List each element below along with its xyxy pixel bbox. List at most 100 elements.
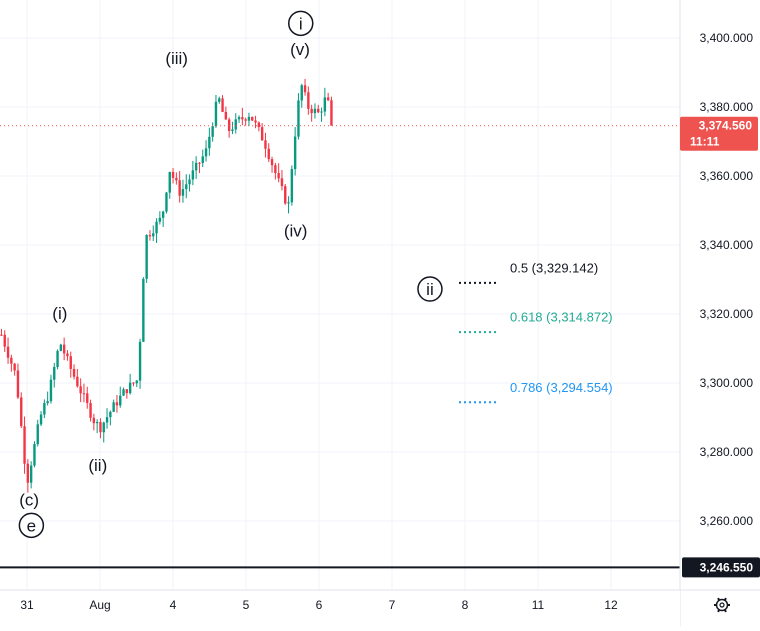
candle-body[interactable] (95, 422, 99, 424)
candle-body[interactable] (198, 162, 201, 164)
wave-label[interactable]: (ii) (88, 456, 107, 475)
candle-body[interactable] (125, 389, 129, 394)
candle-body[interactable] (158, 217, 162, 222)
candle-body[interactable] (92, 417, 96, 424)
candle-body[interactable] (214, 101, 218, 127)
candle-body[interactable] (208, 136, 211, 149)
candle-body[interactable] (142, 278, 145, 342)
price-axis-panel[interactable] (680, 0, 760, 626)
candle-body[interactable] (112, 402, 115, 412)
candle-body[interactable] (293, 136, 297, 170)
candle-body[interactable] (99, 422, 102, 433)
candle-body[interactable] (165, 192, 168, 212)
candle-body[interactable] (152, 233, 155, 237)
candle-body[interactable] (178, 180, 181, 196)
candle-body[interactable] (109, 411, 112, 418)
candle-body[interactable] (244, 119, 247, 121)
candle-body[interactable] (191, 170, 195, 180)
current-price-tag[interactable] (680, 116, 758, 151)
candle-body[interactable] (79, 386, 82, 394)
wave-label[interactable]: (c) (19, 490, 39, 509)
candle-body[interactable] (287, 202, 290, 204)
candle-body[interactable] (66, 353, 69, 357)
candle-body[interactable] (89, 403, 92, 418)
candle-body[interactable] (39, 414, 43, 425)
candle-body[interactable] (317, 108, 320, 113)
gear-icon[interactable] (714, 597, 730, 613)
wave-label[interactable]: i (299, 14, 303, 33)
candle-body[interactable] (53, 366, 56, 380)
candle-body[interactable] (46, 401, 49, 404)
candle-body[interactable] (23, 426, 26, 464)
candle-body[interactable] (122, 389, 125, 396)
candle-body[interactable] (330, 100, 333, 126)
candle-body[interactable] (267, 148, 270, 160)
candle-body[interactable] (277, 173, 280, 179)
candle-body[interactable] (201, 156, 204, 164)
candle-body[interactable] (26, 463, 30, 483)
candle-body[interactable] (264, 140, 267, 149)
candle-body[interactable] (171, 171, 175, 178)
candle-body[interactable] (161, 211, 165, 218)
candle-body[interactable] (194, 162, 198, 171)
candle-body[interactable] (86, 393, 89, 404)
candle-body[interactable] (257, 122, 261, 128)
candle-body[interactable] (320, 111, 323, 113)
candle-body[interactable] (3, 334, 6, 347)
candle-body[interactable] (10, 357, 13, 364)
candle-body[interactable] (297, 100, 300, 137)
candle-body[interactable] (185, 184, 188, 190)
candle-body[interactable] (135, 380, 138, 384)
candle-body[interactable] (49, 379, 53, 402)
candle-body[interactable] (175, 177, 178, 181)
candle-body[interactable] (290, 169, 294, 203)
candle-body[interactable] (224, 111, 228, 120)
candle-body[interactable] (145, 235, 148, 279)
candle-body[interactable] (29, 465, 33, 483)
candle-body[interactable] (280, 178, 284, 187)
candle-body[interactable] (76, 376, 79, 387)
candle-body[interactable] (105, 417, 109, 423)
candle-body[interactable] (128, 382, 132, 394)
candle-body[interactable] (102, 422, 105, 433)
candle-body[interactable] (115, 402, 119, 406)
candle-body[interactable] (204, 148, 208, 157)
candle-body[interactable] (254, 120, 257, 123)
candle-body[interactable] (188, 179, 191, 185)
candle-body[interactable] (227, 119, 231, 131)
candle-body[interactable] (13, 363, 16, 371)
candle-body[interactable] (310, 108, 313, 114)
candle-body[interactable] (300, 85, 303, 101)
candle-body[interactable] (69, 356, 72, 369)
candle-body[interactable] (16, 370, 20, 398)
candle-body[interactable] (59, 344, 63, 351)
candle-body[interactable] (303, 85, 307, 93)
candle-body[interactable] (33, 444, 36, 466)
candle-body[interactable] (168, 171, 171, 193)
horizontal-line-tag[interactable] (682, 557, 760, 578)
time-axis-panel[interactable] (0, 590, 680, 626)
candle-body[interactable] (138, 341, 142, 381)
wave-label[interactable]: (v) (290, 40, 310, 59)
candle-body[interactable] (234, 119, 237, 130)
candle-body[interactable] (119, 395, 122, 406)
candle-body[interactable] (0, 334, 3, 336)
candle-body[interactable] (20, 397, 23, 427)
wave-label[interactable]: (iv) (284, 221, 308, 240)
candle-body[interactable] (251, 116, 254, 121)
candle-body[interactable] (231, 129, 234, 131)
wave-label[interactable]: e (27, 516, 36, 535)
candle-body[interactable] (260, 127, 264, 141)
candle-body[interactable] (221, 98, 224, 112)
candle-body[interactable] (323, 97, 327, 112)
wave-label[interactable]: (i) (52, 304, 67, 323)
candle-body[interactable] (270, 159, 274, 166)
candle-body[interactable] (155, 221, 158, 234)
candle-body[interactable] (284, 186, 287, 204)
candle-body[interactable] (307, 92, 310, 109)
candle-body[interactable] (326, 97, 330, 101)
candle-body[interactable] (241, 117, 244, 120)
candle-body[interactable] (62, 344, 66, 354)
